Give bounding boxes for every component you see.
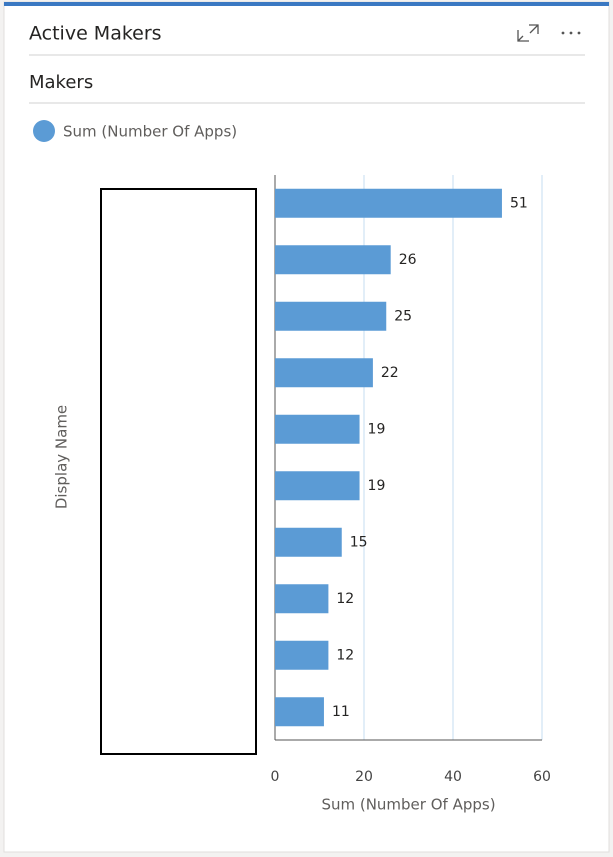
x-tick-label: 60 [533,769,551,785]
expand-icon[interactable] [517,24,539,42]
card-title: Active Makers [29,23,162,45]
card-accent [4,2,609,6]
bar [275,301,387,331]
x-axis-title: Sum (Number Of Apps) [321,796,495,814]
bar [275,584,329,614]
data-label: 11 [332,704,350,720]
more-dot[interactable] [561,31,565,35]
bar [275,640,329,670]
x-tick-label: 20 [355,769,373,785]
bar [275,697,324,727]
expand-button[interactable] [517,24,539,42]
bar [275,358,373,388]
more-dot[interactable] [569,31,573,35]
data-label: 12 [336,647,354,663]
chart-title: Makers [29,72,93,93]
legend-label: Sum (Number Of Apps) [63,123,237,141]
x-tick-label: 0 [271,769,280,785]
more-button[interactable] [561,31,581,35]
data-label: 12 [336,591,354,607]
y-axis-title: Display Name [53,405,71,509]
bar [275,527,342,557]
bar [275,471,360,501]
data-label: 25 [394,308,412,324]
bar [275,245,391,275]
redaction-box [100,188,257,755]
bar [275,414,360,444]
data-label: 19 [368,421,386,437]
bar [275,188,502,218]
more-dot[interactable] [577,31,581,35]
legend-swatch [33,120,55,142]
x-tick-label: 40 [444,769,462,785]
data-label: 19 [368,478,386,494]
data-label: 15 [350,534,368,550]
data-label: 22 [381,365,399,381]
data-label: 26 [399,252,417,268]
data-label: 51 [510,195,528,211]
